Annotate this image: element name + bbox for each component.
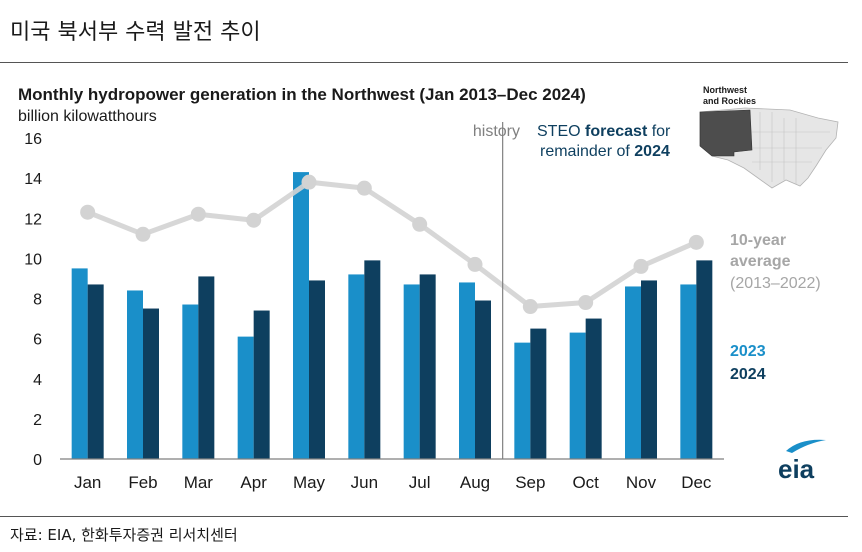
bar-2023-apr bbox=[237, 336, 254, 459]
x-tick-label: Feb bbox=[128, 473, 157, 492]
bar-2024-sep bbox=[530, 328, 547, 459]
y-tick-label: 6 bbox=[33, 332, 42, 349]
y-tick-label: 12 bbox=[24, 211, 42, 228]
x-tick-label: Dec bbox=[681, 473, 712, 492]
x-tick-label: Jul bbox=[409, 473, 431, 492]
bar-2024-oct bbox=[585, 318, 602, 459]
bar-2023-oct bbox=[569, 332, 586, 459]
map-northwest-region bbox=[699, 109, 753, 157]
legend-average-line3: (2013–2022) bbox=[730, 275, 821, 292]
x-tick-label: Aug bbox=[460, 473, 490, 492]
y-tick-label: 2 bbox=[33, 412, 42, 429]
y-tick-label: 10 bbox=[24, 251, 42, 268]
average-point-aug bbox=[467, 256, 483, 272]
average-point-dec bbox=[688, 234, 704, 250]
eia-logo: eia bbox=[778, 439, 826, 484]
legend-average-line1: 10-year bbox=[730, 232, 786, 249]
y-axis-ticks: 0 2 4 6 8 10 12 14 16 bbox=[24, 131, 42, 469]
forecast-label-steo: STEO bbox=[537, 123, 585, 140]
bar-2023-nov bbox=[625, 286, 641, 459]
x-tick-label: Oct bbox=[572, 473, 599, 492]
map-state-borders bbox=[752, 112, 830, 184]
bar-2024-may bbox=[309, 280, 325, 459]
average-point-may bbox=[301, 174, 317, 190]
legend-2024: 2024 bbox=[730, 366, 766, 383]
average-point-oct bbox=[578, 295, 594, 311]
x-tick-label: Mar bbox=[184, 473, 214, 492]
bar-2024-nov bbox=[641, 280, 657, 459]
forecast-label-line2: remainder of 2024 bbox=[540, 143, 670, 160]
forecast-label-year: 2024 bbox=[634, 143, 670, 160]
y-tick-label: 8 bbox=[33, 292, 42, 309]
bar-2024-dec bbox=[696, 260, 713, 459]
average-point-jun bbox=[356, 180, 372, 196]
x-tick-label: May bbox=[293, 473, 326, 492]
average-series-line bbox=[85, 179, 699, 310]
eia-logo-swoosh bbox=[786, 439, 826, 453]
average-line bbox=[80, 174, 704, 315]
top-rule bbox=[0, 62, 848, 63]
average-point-nov bbox=[633, 258, 649, 274]
y-tick-label: 14 bbox=[24, 171, 42, 188]
forecast-label-line1: STEO forecast for bbox=[537, 123, 671, 140]
bar-2024-aug bbox=[475, 300, 491, 459]
bar-2023-jan bbox=[71, 268, 88, 459]
average-point-feb bbox=[135, 226, 151, 242]
x-tick-label: Sep bbox=[515, 473, 545, 492]
average-point-sep bbox=[522, 299, 538, 315]
bar-2023-dec bbox=[680, 284, 697, 459]
bar-2024-jan bbox=[87, 284, 104, 459]
page-title: 미국 북서부 수력 발전 추이 bbox=[10, 20, 261, 45]
x-tick-label: Nov bbox=[626, 473, 657, 492]
bar-2024-jun bbox=[364, 260, 381, 459]
bar-2024-feb bbox=[143, 308, 159, 459]
x-tick-label: Apr bbox=[240, 473, 267, 492]
bar-2023-mar bbox=[182, 304, 199, 459]
y-tick-label: 0 bbox=[33, 452, 42, 469]
eia-logo-text: eia bbox=[778, 454, 815, 484]
y-tick-label: 16 bbox=[24, 131, 42, 148]
legend-average-line2: average bbox=[730, 253, 791, 270]
forecast-label-bold: forecast bbox=[585, 123, 648, 140]
bar-2024-jul bbox=[419, 274, 436, 459]
bar-2023-may bbox=[293, 172, 309, 459]
inset-map: Northwest and Rockies bbox=[699, 85, 839, 189]
y-axis-label: billion kilowatthours bbox=[18, 108, 157, 125]
map-label-line2: and Rockies bbox=[703, 96, 756, 106]
bar-2024-apr bbox=[253, 310, 270, 459]
source-note: 자료: EIA, 한화투자증권 리서치센터 bbox=[10, 526, 238, 544]
bar-2023-feb bbox=[127, 290, 143, 459]
bars bbox=[71, 172, 713, 459]
y-tick-label: 4 bbox=[33, 372, 42, 389]
average-point-apr bbox=[246, 212, 262, 228]
history-label: history bbox=[473, 123, 520, 140]
x-axis-ticks: Jan Feb Mar Apr May Jun Jul Aug Sep Oct Nov Dec bbox=[74, 473, 712, 492]
bar-2023-jun bbox=[348, 274, 365, 459]
bar-2023-aug bbox=[459, 282, 475, 459]
bar-2023-jul bbox=[403, 284, 420, 459]
forecast-label-remainder: remainder of bbox=[540, 143, 634, 160]
forecast-label-for: for bbox=[647, 123, 671, 140]
bar-2024-mar bbox=[198, 276, 215, 459]
map-label-line1: Northwest bbox=[703, 85, 747, 95]
x-tick-label: Jan bbox=[74, 473, 101, 492]
bar-2023-sep bbox=[514, 342, 531, 459]
legend-2023: 2023 bbox=[730, 343, 766, 360]
bottom-rule bbox=[0, 516, 848, 517]
chart-title: Monthly hydropower generation in the Nor… bbox=[18, 85, 586, 104]
average-point-jul bbox=[412, 216, 428, 232]
average-point-mar bbox=[190, 206, 206, 222]
x-tick-label: Jun bbox=[351, 473, 378, 492]
average-point-jan bbox=[80, 204, 96, 220]
